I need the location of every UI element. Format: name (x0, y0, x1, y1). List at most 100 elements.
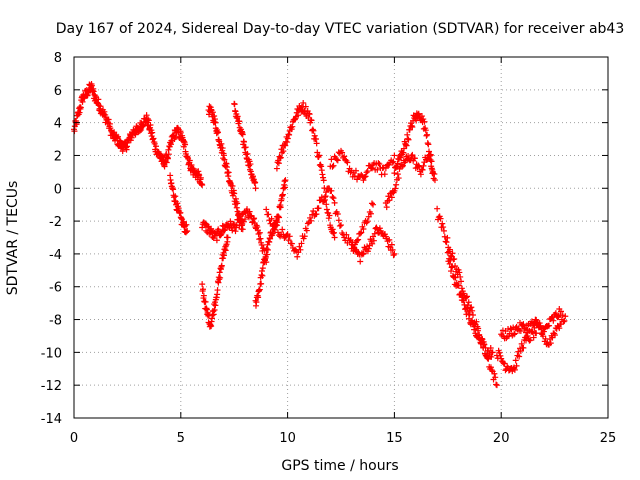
data-point (521, 326, 528, 333)
data-point (536, 324, 543, 331)
data-point (520, 344, 527, 351)
data-point (393, 181, 400, 188)
data-point (267, 235, 274, 242)
data-point (547, 340, 554, 347)
data-point (440, 224, 447, 231)
data-point (442, 238, 449, 245)
data-point (219, 145, 226, 152)
data-point (279, 191, 286, 198)
data-point (277, 204, 284, 211)
data-point (455, 282, 462, 289)
data-point (301, 233, 308, 240)
data-point (263, 245, 270, 252)
data-point (250, 216, 257, 223)
data-point (225, 169, 232, 176)
data-point (273, 165, 280, 172)
data-point (128, 134, 135, 141)
data-point (200, 286, 207, 293)
data-point (562, 313, 569, 320)
data-point (282, 142, 289, 149)
data-point (281, 178, 288, 185)
data-point (259, 265, 266, 272)
data-point (291, 116, 298, 123)
data-point (383, 204, 390, 211)
data-point (354, 176, 361, 183)
data-point (419, 166, 426, 173)
data-point (546, 322, 553, 329)
data-point (539, 330, 546, 337)
data-point (325, 215, 332, 222)
data-point (311, 132, 318, 139)
y-tick-label: -8 (49, 314, 62, 329)
y-axis-title: SDTVAR / TECUs (5, 181, 21, 296)
data-point (257, 235, 264, 242)
data-point (300, 99, 307, 106)
data-point (364, 168, 371, 175)
data-point (493, 382, 500, 389)
data-point (368, 165, 375, 172)
data-point (367, 210, 374, 217)
data-point (561, 317, 568, 324)
data-point (390, 158, 397, 165)
data-point (273, 222, 280, 229)
data-point (552, 332, 559, 339)
data-point (230, 221, 237, 228)
data-point (496, 349, 503, 356)
data-point (465, 315, 472, 322)
data-point (177, 129, 184, 136)
data-point (422, 127, 429, 134)
data-point (533, 330, 540, 337)
data-point (335, 217, 342, 224)
data-point (415, 111, 422, 118)
data-point (370, 201, 377, 208)
data-point (170, 186, 177, 193)
y-tick-label: -12 (41, 379, 62, 394)
data-point (209, 109, 216, 116)
data-point (469, 307, 476, 314)
data-point (241, 138, 248, 145)
data-point (426, 152, 433, 159)
data-point (376, 225, 383, 232)
y-tick-labels: -14 -12 -10 -8 -6 -4 -2 0 2 4 6 8 (41, 51, 62, 427)
data-point (487, 344, 494, 351)
data-point (480, 338, 487, 345)
data-point (214, 129, 221, 136)
chart-title: Day 167 of 2024, Sidereal Day-to-day VTE… (56, 21, 625, 37)
data-point (382, 165, 389, 172)
data-point (136, 128, 143, 135)
data-point (143, 112, 150, 119)
data-point (289, 123, 296, 130)
data-point (368, 200, 375, 207)
data-point (404, 131, 411, 138)
data-point (376, 161, 383, 168)
data-point (229, 182, 236, 189)
x-tick-label: 5 (177, 431, 185, 446)
data-point (178, 215, 185, 222)
data-point (374, 166, 381, 173)
data-point (392, 185, 399, 192)
data-point (258, 241, 265, 248)
data-point (339, 149, 346, 156)
data-point (388, 241, 395, 248)
data-point (217, 274, 224, 281)
data-point (295, 112, 302, 119)
data-point (516, 353, 523, 360)
data-point (274, 229, 281, 236)
data-point (308, 117, 315, 124)
data-point (303, 227, 310, 234)
data-point (488, 367, 495, 374)
data-point (415, 110, 422, 117)
data-point (164, 155, 171, 162)
data-point (359, 251, 366, 258)
data-point (449, 263, 456, 270)
data-point (254, 224, 261, 231)
data-point (117, 138, 124, 145)
data-point (333, 156, 340, 163)
data-point (221, 156, 228, 163)
data-point (357, 258, 364, 265)
data-point (458, 285, 465, 292)
data-point (259, 272, 266, 279)
data-point (211, 112, 218, 119)
data-point (309, 126, 316, 133)
data-point (487, 364, 494, 371)
